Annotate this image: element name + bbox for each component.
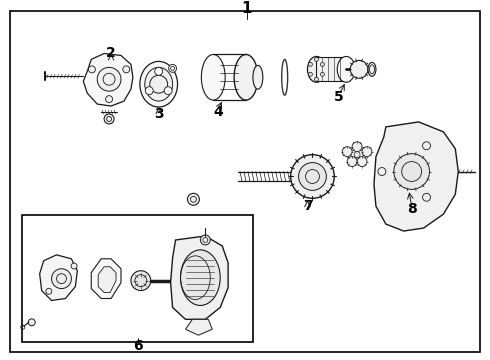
- Circle shape: [145, 87, 153, 95]
- Circle shape: [357, 157, 367, 167]
- Circle shape: [188, 193, 199, 205]
- Circle shape: [51, 269, 72, 289]
- Ellipse shape: [145, 67, 172, 101]
- Polygon shape: [91, 259, 121, 298]
- Circle shape: [155, 67, 163, 75]
- Ellipse shape: [368, 62, 376, 76]
- Circle shape: [169, 64, 176, 72]
- Ellipse shape: [294, 171, 300, 183]
- Circle shape: [28, 319, 35, 326]
- Polygon shape: [98, 267, 116, 293]
- Circle shape: [354, 152, 360, 158]
- Polygon shape: [40, 255, 77, 301]
- Circle shape: [422, 193, 431, 201]
- Circle shape: [315, 77, 318, 81]
- Circle shape: [315, 58, 318, 62]
- Circle shape: [131, 271, 151, 291]
- Polygon shape: [171, 236, 228, 319]
- Circle shape: [320, 72, 324, 76]
- Circle shape: [352, 142, 362, 152]
- Circle shape: [71, 263, 77, 269]
- Circle shape: [308, 72, 313, 76]
- Polygon shape: [374, 122, 458, 231]
- Text: 5: 5: [334, 90, 344, 104]
- Circle shape: [362, 147, 372, 157]
- Circle shape: [164, 87, 172, 95]
- Circle shape: [350, 60, 368, 78]
- Text: 6: 6: [133, 339, 143, 353]
- Circle shape: [347, 157, 357, 167]
- Polygon shape: [186, 319, 212, 335]
- Text: 1: 1: [242, 1, 252, 16]
- Circle shape: [298, 163, 326, 190]
- Circle shape: [320, 62, 324, 66]
- Ellipse shape: [234, 54, 258, 100]
- Circle shape: [88, 66, 96, 73]
- Ellipse shape: [253, 66, 263, 89]
- Circle shape: [106, 96, 113, 103]
- Text: 8: 8: [407, 202, 416, 216]
- Circle shape: [422, 142, 431, 150]
- Ellipse shape: [180, 250, 220, 305]
- Bar: [22, 215, 253, 342]
- Circle shape: [378, 167, 386, 175]
- Bar: [317, 58, 346, 81]
- Circle shape: [46, 288, 52, 294]
- Circle shape: [104, 114, 114, 124]
- Ellipse shape: [140, 62, 177, 107]
- Circle shape: [342, 147, 352, 157]
- Circle shape: [291, 155, 334, 198]
- Circle shape: [394, 154, 430, 189]
- Circle shape: [308, 62, 313, 66]
- Text: 2: 2: [106, 46, 116, 60]
- Circle shape: [200, 235, 210, 245]
- Ellipse shape: [308, 57, 325, 82]
- Polygon shape: [83, 54, 133, 106]
- Circle shape: [97, 67, 121, 91]
- Circle shape: [123, 66, 130, 73]
- Text: 7: 7: [303, 199, 312, 213]
- Text: 4: 4: [213, 105, 223, 119]
- Ellipse shape: [337, 57, 355, 82]
- Text: 3: 3: [154, 107, 164, 121]
- Ellipse shape: [201, 54, 225, 100]
